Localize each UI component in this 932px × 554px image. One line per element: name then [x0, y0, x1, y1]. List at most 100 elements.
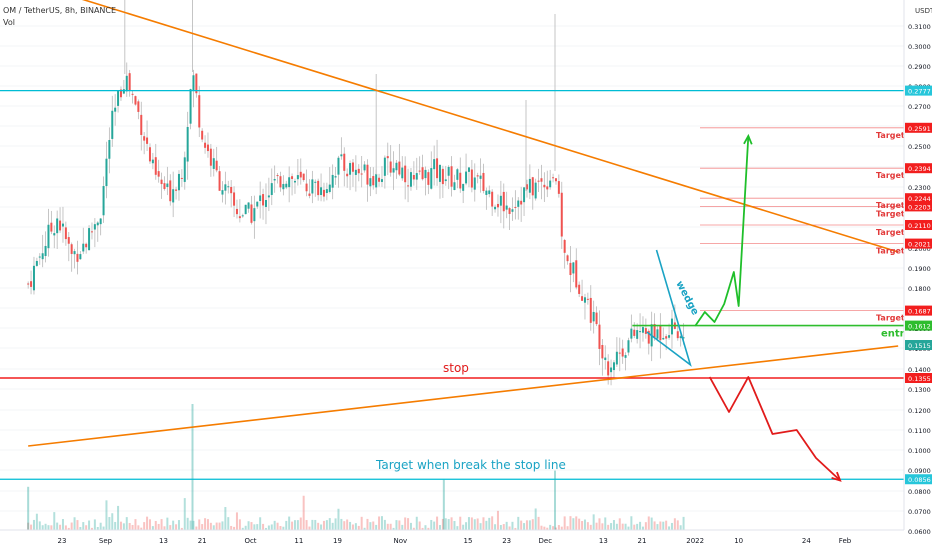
- candle-body: [224, 184, 227, 191]
- volume-bar: [592, 514, 595, 530]
- volume-bar: [146, 516, 149, 530]
- volume-bar: [505, 521, 508, 530]
- candle-body: [418, 170, 421, 172]
- volume-bar: [340, 518, 343, 530]
- volume-bar: [404, 517, 407, 530]
- candle-body: [618, 352, 621, 354]
- volume-bars: [27, 404, 685, 530]
- candle-body: [363, 164, 366, 171]
- candle-body: [172, 189, 175, 203]
- volume-bar: [264, 527, 267, 530]
- candle-body: [99, 218, 102, 225]
- volume-bar: [389, 523, 392, 530]
- candle-body: [206, 144, 209, 152]
- price-tick: 0.0800: [908, 488, 931, 496]
- candle-body: [612, 362, 615, 371]
- candle-body: [302, 173, 305, 181]
- candle-body: [354, 169, 357, 175]
- candle-body: [583, 297, 586, 303]
- volume-bar: [633, 524, 636, 530]
- candle-body: [166, 183, 169, 187]
- candle-body: [375, 173, 378, 188]
- wedge-lines: [646, 249, 692, 367]
- price-badge-value: 0.1355: [908, 375, 931, 383]
- candle-body: [227, 186, 230, 188]
- candlesticks[interactable]: [27, 0, 685, 386]
- candle-body: [581, 296, 584, 301]
- volume-bar: [398, 520, 401, 530]
- candle-body: [621, 348, 624, 357]
- time-tick: 23: [58, 537, 67, 545]
- volume-bar: [296, 520, 299, 530]
- volume-bar: [262, 523, 265, 530]
- volume-bar: [108, 517, 111, 530]
- volume-bar: [93, 519, 96, 530]
- volume-bar: [676, 520, 679, 530]
- candle-body: [143, 136, 146, 141]
- volume-bar: [276, 522, 279, 530]
- volume-bar: [644, 522, 647, 530]
- candle-body: [82, 243, 85, 252]
- volume-bar: [589, 524, 592, 530]
- target-label: Target 7: [876, 131, 913, 140]
- candle-body: [572, 262, 575, 274]
- candle-body: [346, 173, 349, 177]
- candle-body: [543, 184, 546, 188]
- volume-bar: [433, 521, 436, 530]
- candle-body: [108, 140, 111, 159]
- candle-body: [117, 90, 120, 106]
- candle-body: [610, 367, 613, 373]
- candle-body: [586, 298, 589, 300]
- volume-spike: [554, 470, 556, 530]
- time-axis-ticks[interactable]: 23 Sep 13 21 Oct 11 19 Nov 15 23 Dec 13 21 2022 10 24 Fe…: [58, 537, 852, 545]
- volume-bar: [50, 525, 53, 530]
- candle-body: [308, 193, 311, 196]
- candle-body: [267, 195, 270, 198]
- price-tick: 0.3000: [908, 43, 931, 51]
- volume-bar: [537, 516, 540, 530]
- bullish-projection-arrow-head: [743, 133, 753, 145]
- candle-body: [647, 330, 650, 344]
- volume-bar: [586, 522, 589, 530]
- volume-bar: [610, 523, 613, 530]
- candle-body: [59, 220, 62, 231]
- candle-body: [177, 173, 180, 191]
- volume-bar: [64, 525, 67, 530]
- volume-bar: [453, 521, 456, 530]
- volume-bar: [67, 527, 70, 530]
- candle-body: [328, 184, 331, 192]
- candle-body: [601, 345, 604, 359]
- volume-bar: [444, 518, 447, 530]
- volume-bar: [111, 513, 114, 530]
- candle-body: [496, 203, 499, 208]
- price-badge: [905, 305, 932, 316]
- volume-bar: [438, 525, 441, 530]
- volume-bar: [636, 523, 639, 530]
- volume-bar: [279, 526, 282, 530]
- volume-bar: [473, 519, 476, 530]
- volume-bar: [79, 527, 82, 530]
- volume-bar: [314, 519, 317, 530]
- candle-body: [35, 260, 38, 266]
- volume-bar: [186, 517, 189, 530]
- time-tick: Dec: [539, 537, 553, 545]
- volume-bar: [160, 519, 163, 530]
- candle-body: [288, 177, 291, 188]
- price-badge-value: 0.1687: [908, 308, 931, 316]
- volume-bar: [47, 525, 50, 530]
- volume-bar: [195, 526, 198, 530]
- volume-bar: [177, 520, 180, 530]
- price-tick: 0.1100: [908, 427, 931, 435]
- candle-body: [456, 169, 459, 180]
- volume-bar: [662, 521, 665, 530]
- volume-bar: [346, 519, 349, 530]
- volume-bar: [436, 516, 439, 530]
- volume-bar: [456, 526, 459, 530]
- volume-bar: [569, 516, 572, 530]
- trendline: [81, 0, 899, 253]
- volume-bar: [250, 522, 253, 530]
- price-badge: [905, 320, 932, 331]
- volume-bar: [366, 518, 369, 530]
- price-badge-value: 0.2021: [908, 241, 931, 249]
